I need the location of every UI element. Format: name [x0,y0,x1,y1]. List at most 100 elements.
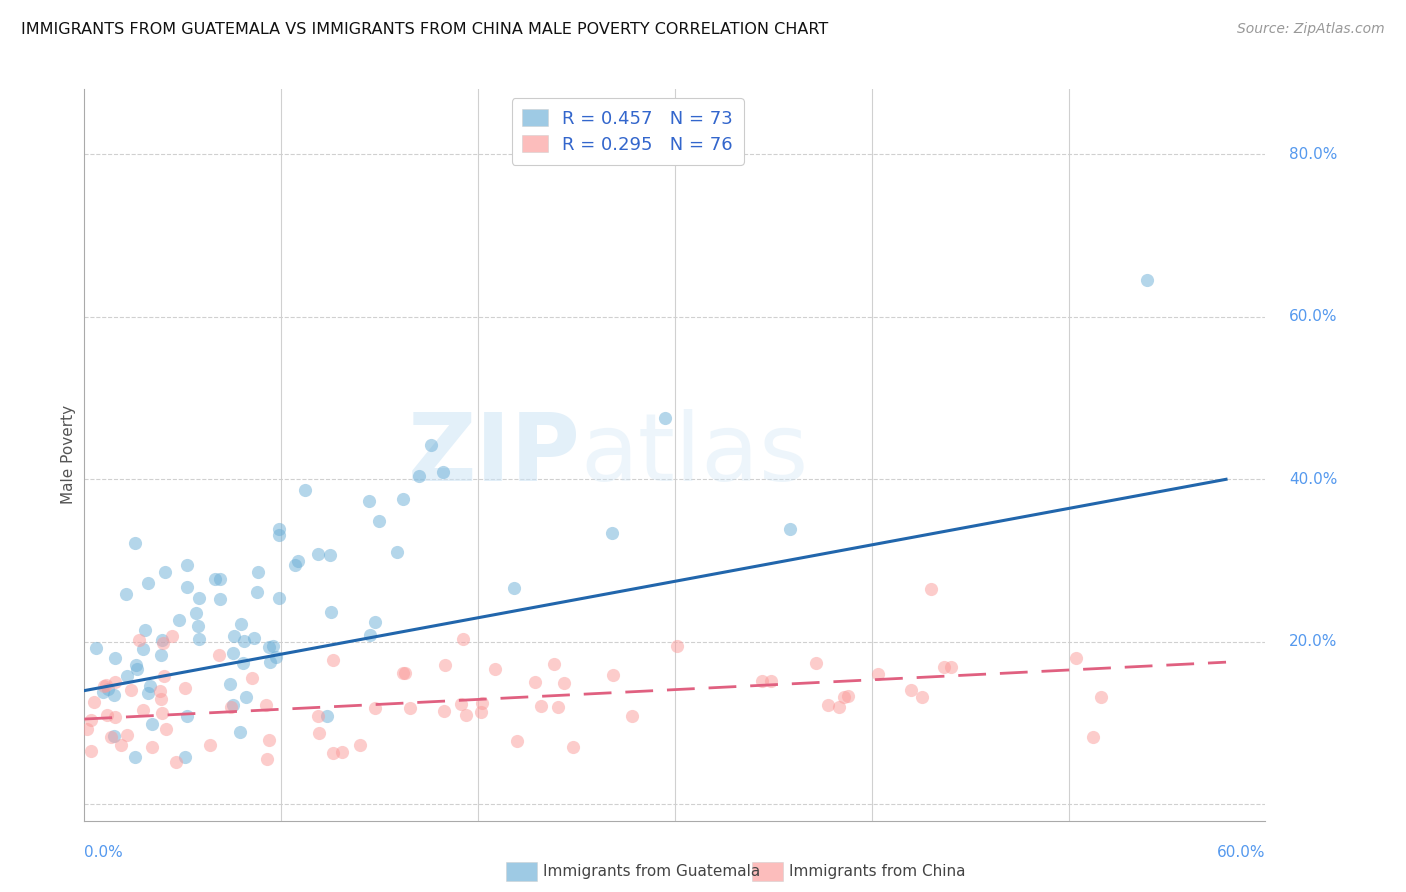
Point [806,656,828,670]
Text: Immigrants from China: Immigrants from China [789,864,966,879]
Point [125,658,148,673]
Point [222,629,245,643]
Point [150,706,173,720]
Text: Immigrants from Guatemala: Immigrants from Guatemala [543,864,761,879]
Point [136,686,159,700]
Point [817,698,839,712]
Point [391,491,413,506]
Point [837,689,859,703]
Point [470,696,492,710]
Point [307,547,329,561]
Point [368,514,391,528]
Point [128,632,150,647]
Point [621,709,644,723]
Point [553,676,575,690]
Point [198,738,221,752]
Point [834,690,856,704]
Point [187,632,209,647]
Point [287,554,309,568]
Text: 20.0%: 20.0% [1289,634,1337,649]
Point [257,732,280,747]
Point [104,651,127,665]
Point [259,655,281,669]
Point [222,698,245,712]
Point [547,700,569,714]
Point [600,525,623,540]
Text: 40.0%: 40.0% [1289,472,1337,487]
Point [454,707,477,722]
Point [319,549,342,563]
Point [349,738,371,752]
Point [80,713,103,727]
Point [1064,651,1087,665]
Point [188,591,211,606]
Point [779,522,801,536]
Point [359,494,381,508]
Point [160,629,183,643]
Point [149,691,172,706]
Point [470,705,492,719]
Point [208,592,231,607]
Point [96,707,118,722]
Point [222,646,245,660]
Point [91,685,114,699]
Point [174,681,197,695]
Point [257,640,280,654]
Point [1090,690,1112,704]
Point [124,750,146,764]
Point [134,623,156,637]
Point [434,657,457,672]
Point [364,700,387,714]
Point [530,699,553,714]
Point [322,746,344,760]
Point [125,662,148,676]
Point [100,731,122,745]
Point [266,650,288,665]
Point [141,739,163,754]
Point [932,660,955,674]
Point [433,704,456,718]
Point [104,674,127,689]
Point [115,587,138,601]
Point [132,641,155,656]
Point [451,632,474,646]
Point [204,572,226,586]
Point [543,657,565,671]
Point [262,639,284,653]
Point [759,673,782,688]
Point [229,617,252,632]
Point [247,566,270,580]
Text: 0.0%: 0.0% [84,845,124,860]
Point [103,729,125,743]
Point [267,527,290,541]
Point [153,669,176,683]
Point [240,671,263,685]
Point [219,677,242,691]
Point [176,709,198,723]
Point [319,605,342,619]
Text: atlas: atlas [581,409,808,501]
Point [155,722,177,736]
Point [76,722,98,736]
Point [408,469,430,483]
Point [484,662,506,676]
Point [269,591,291,605]
Point [115,728,138,742]
Point [665,639,688,653]
Point [80,744,103,758]
Point [420,438,443,452]
Point [176,558,198,572]
Point [284,558,307,573]
Point [294,483,316,498]
Point [308,726,330,740]
Point [103,689,125,703]
Point [96,678,118,692]
Point [561,740,583,755]
Text: Source: ZipAtlas.com: Source: ZipAtlas.com [1237,22,1385,37]
Point [93,679,115,693]
Point [432,465,454,479]
Point [920,582,942,596]
Point [187,619,209,633]
Point [246,585,269,599]
Point [174,750,197,764]
